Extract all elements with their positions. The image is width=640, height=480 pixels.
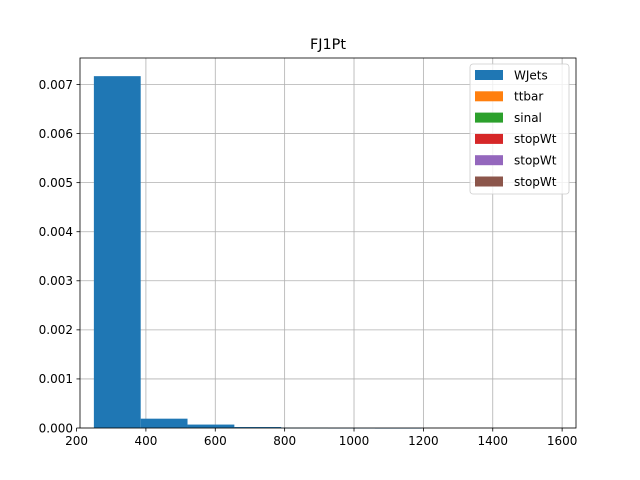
legend-swatch-0 bbox=[475, 70, 503, 80]
y-axis: 0.000 0.001 0.002 0.003 0.004 0.005 0.006 0.007 bbox=[39, 78, 80, 435]
plot-frame bbox=[79, 57, 577, 429]
legend-swatch-1 bbox=[475, 91, 503, 102]
legend-swatch-4 bbox=[475, 155, 503, 166]
legend-label-1: ttbar bbox=[514, 90, 543, 104]
legend-label-4: stopWt bbox=[514, 154, 557, 168]
histogram-bar-wjets-1 bbox=[140, 418, 188, 428]
histogram-bar-wjets-2 bbox=[187, 424, 235, 428]
y-tick-label: 0.002 bbox=[39, 323, 73, 337]
legend-label-5: stopWt bbox=[514, 175, 557, 189]
legend-label-3: stopWt bbox=[514, 132, 557, 146]
legend-swatch-3 bbox=[475, 133, 503, 144]
x-tick-label: 1200 bbox=[408, 434, 439, 448]
y-tick-label: 0.004 bbox=[39, 225, 73, 239]
y-tick-label: 0.006 bbox=[39, 127, 73, 141]
x-tick-label: 1000 bbox=[339, 434, 370, 448]
x-tick-label: 600 bbox=[204, 434, 227, 448]
legend-swatch-5 bbox=[475, 176, 503, 187]
y-tick-label: 0.000 bbox=[39, 421, 73, 435]
x-tick-label: 1600 bbox=[547, 434, 578, 448]
legend-swatch-2 bbox=[475, 112, 503, 123]
y-tick-label: 0.005 bbox=[39, 176, 73, 190]
x-tick-label: 200 bbox=[65, 434, 88, 448]
legend-label-2: sinal bbox=[514, 111, 542, 125]
x-tick-label: 400 bbox=[134, 434, 157, 448]
legend-label-0: WJets bbox=[514, 68, 548, 82]
histogram-bar-wjets-0 bbox=[93, 76, 141, 429]
x-tick-label: 1400 bbox=[477, 434, 508, 448]
x-tick-label: 800 bbox=[273, 434, 296, 448]
legend: WJets ttbar sinal stopWt stopWt stopWt bbox=[469, 63, 570, 195]
y-tick-label: 0.003 bbox=[39, 274, 73, 288]
y-tick-label: 0.001 bbox=[39, 372, 73, 386]
histogram-bar-wjets-3 bbox=[234, 427, 282, 428]
chart-title: FJ1Pt bbox=[310, 37, 346, 53]
x-axis: 200 400 600 800 1000 1200 1400 1600 bbox=[65, 428, 577, 448]
y-tick-label: 0.007 bbox=[39, 78, 73, 92]
